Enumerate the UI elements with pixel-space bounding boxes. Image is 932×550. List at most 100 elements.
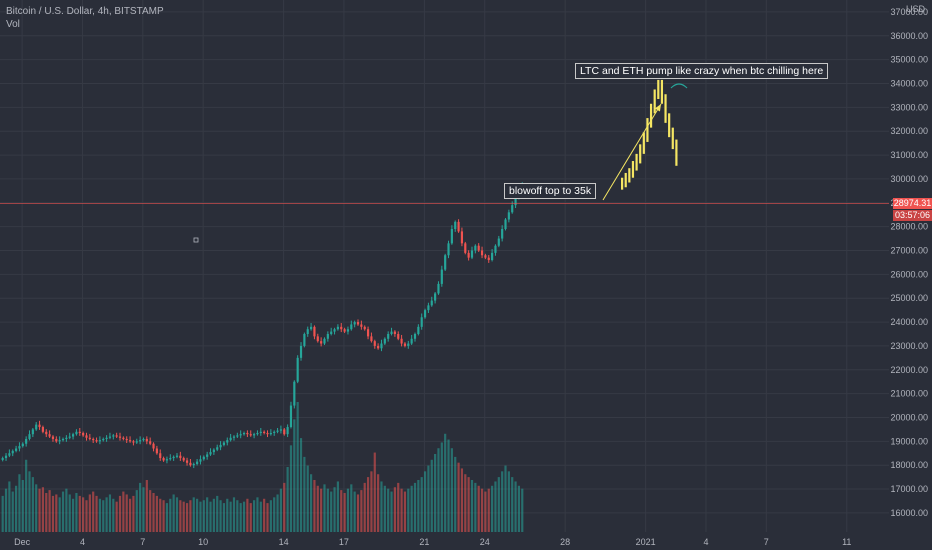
candle-body xyxy=(494,245,497,253)
candle-body xyxy=(377,345,380,349)
volume-bar xyxy=(480,488,484,532)
candle-body xyxy=(450,229,453,244)
candle-body xyxy=(35,424,38,430)
volume-bar xyxy=(182,501,185,532)
candle-body xyxy=(11,450,14,454)
candle-body xyxy=(326,333,329,339)
candle-body xyxy=(249,434,252,436)
symbol-title: Bitcoin / U.S. Dollar, 4h, BITSTAMP xyxy=(6,6,164,17)
candle-body xyxy=(370,336,373,342)
volume-bar xyxy=(179,500,182,532)
volume-bar xyxy=(232,497,236,532)
volume-bar xyxy=(323,484,326,532)
candle-body xyxy=(360,324,363,327)
candle-body xyxy=(353,322,356,325)
volume-bar xyxy=(209,501,212,532)
candle-body xyxy=(514,198,517,206)
candle-body xyxy=(219,444,222,448)
volume-bar xyxy=(467,477,470,532)
time-tick-label: 10 xyxy=(198,537,208,547)
volume-indicator-label: Vol xyxy=(6,19,20,30)
candle-body xyxy=(102,438,105,441)
volume-bar xyxy=(400,488,403,532)
price-tick-label: 28000.00 xyxy=(890,222,928,232)
candle-body xyxy=(169,458,172,460)
volume-bar xyxy=(11,491,14,532)
volume-bar xyxy=(434,454,437,532)
candle-body xyxy=(229,437,232,441)
candle-body xyxy=(491,252,494,261)
candle-body xyxy=(410,338,413,344)
volume-bar xyxy=(249,503,252,532)
volume-bar xyxy=(504,465,507,532)
candle-body xyxy=(232,436,236,438)
volume-bar xyxy=(423,471,427,532)
volume-bar xyxy=(487,488,490,532)
candle-body xyxy=(71,434,75,437)
price-axis[interactable]: 16000.00 17000.00 18000.00 19000.00 20000.00… xyxy=(889,0,932,550)
volume-bar xyxy=(346,488,350,532)
candle-body xyxy=(61,438,65,441)
volume-bar xyxy=(202,500,205,532)
candle-body xyxy=(256,432,259,435)
volume-bar xyxy=(464,474,467,532)
candle-body xyxy=(145,438,148,442)
volume-bar xyxy=(18,474,21,532)
candle-body xyxy=(41,427,44,432)
candle-body xyxy=(196,461,199,465)
candle-body xyxy=(363,326,366,330)
candle-body xyxy=(48,434,51,437)
volume-bar xyxy=(450,448,453,532)
annotation-altcoin-note[interactable]: LTC and ETH pump like crazy when btc chi… xyxy=(575,63,829,79)
volume-bar xyxy=(236,500,239,532)
volume-bar xyxy=(343,493,346,532)
volume-bar xyxy=(350,484,353,532)
volume-bar xyxy=(417,480,420,532)
volume-bar xyxy=(75,493,78,532)
volume-bar xyxy=(112,498,115,532)
candle-body xyxy=(333,329,336,332)
currency-label[interactable]: USD xyxy=(906,4,926,14)
price-tick-label: 27000.00 xyxy=(890,245,928,255)
volume-bar xyxy=(185,503,189,532)
candle-body xyxy=(159,453,162,459)
chart-grid xyxy=(0,0,889,532)
cursor-marker xyxy=(193,237,199,243)
candle-body xyxy=(383,338,386,344)
volume-bar xyxy=(192,497,195,532)
volume-bar xyxy=(58,497,61,532)
volume-bar xyxy=(514,481,517,532)
last-price-tag: 28974.31 xyxy=(893,198,932,209)
price-tick-label: 22000.00 xyxy=(890,365,928,375)
volume-bar xyxy=(501,471,504,532)
annotation-blowoff-note[interactable]: blowoff top to 35k xyxy=(504,183,597,199)
time-tick-label: 4 xyxy=(80,537,85,547)
volume-bar xyxy=(444,433,447,532)
volume-bar xyxy=(507,471,510,532)
candle-body xyxy=(132,441,135,443)
candle-body xyxy=(470,250,474,258)
volume-bar xyxy=(380,481,383,532)
volume-bar xyxy=(266,503,269,532)
volume-bar xyxy=(470,480,474,532)
volume-bar xyxy=(437,448,440,532)
price-tick-label: 18000.00 xyxy=(890,460,928,470)
candle-body xyxy=(430,300,433,306)
candle-body xyxy=(413,333,417,339)
candle-body xyxy=(142,438,145,441)
time-tick-label: 14 xyxy=(279,537,289,547)
candle-body xyxy=(346,329,350,332)
volume-bar xyxy=(132,495,135,532)
candle-body xyxy=(497,238,500,246)
volume-bar xyxy=(517,485,521,532)
candle-body xyxy=(216,447,219,450)
price-tick-label: 35000.00 xyxy=(890,55,928,65)
volume-bar xyxy=(333,487,336,532)
price-tick-label: 37000.00 xyxy=(890,7,928,17)
time-axis[interactable]: Dec 4 7 10 14 17 21 24 28 2021 4 7 11 xyxy=(0,532,932,550)
candle-body xyxy=(387,333,390,339)
volume-bar xyxy=(373,452,376,532)
candle-body xyxy=(306,329,309,334)
volume-bar xyxy=(226,498,229,532)
